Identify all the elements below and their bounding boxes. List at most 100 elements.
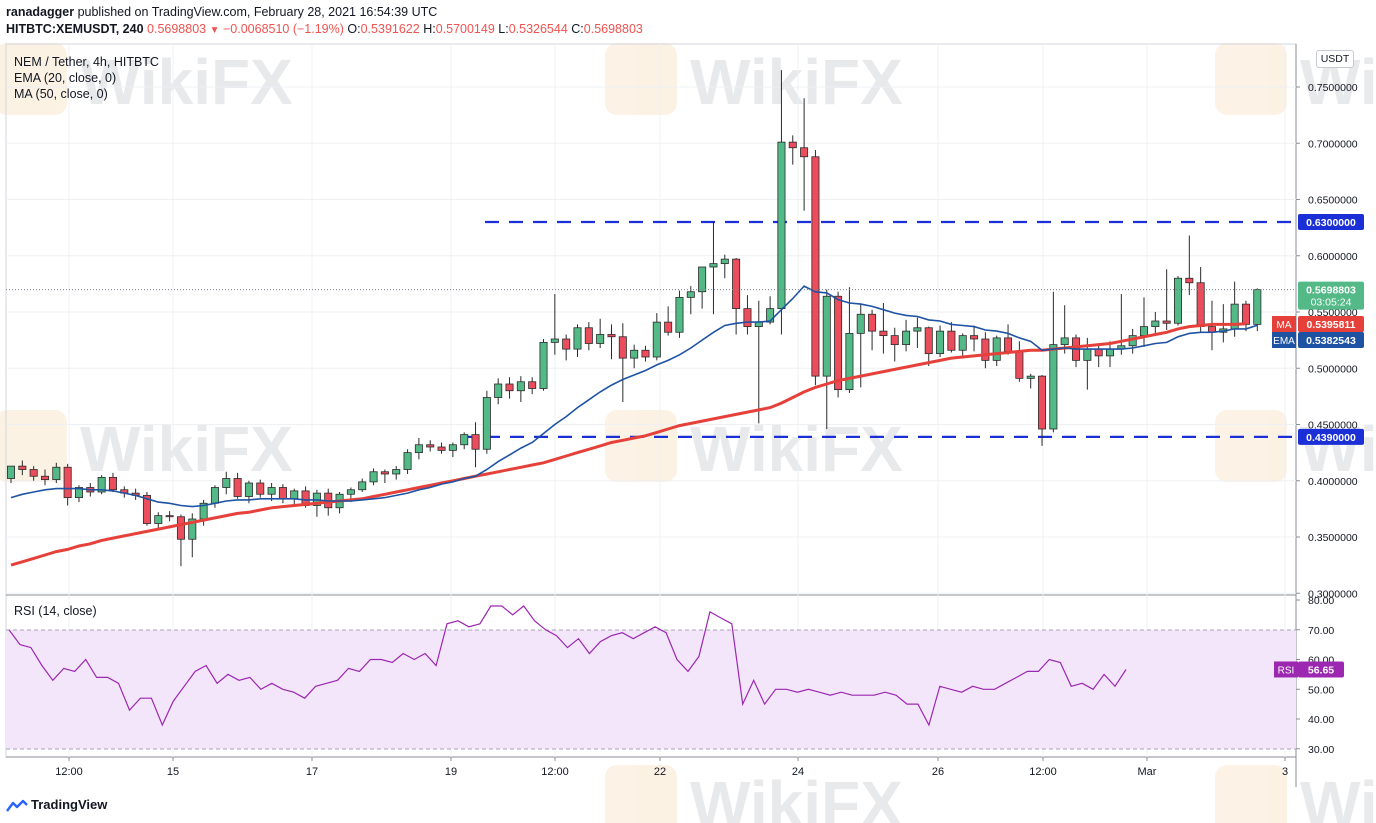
candle-body <box>448 444 457 451</box>
ohlc-line: HITBTC:XEMUSDT, 240 0.5698803 ▼ −0.00685… <box>6 22 643 36</box>
rsi-tick-label: 30.00 <box>1308 744 1334 756</box>
price-tick-label: 0.7500000 <box>1308 82 1358 94</box>
watermark: WikiFX <box>0 410 293 485</box>
candle-body <box>539 341 548 389</box>
ma-legend[interactable]: MA (50, close, 0) <box>14 87 108 101</box>
candle-body <box>1173 277 1182 324</box>
rsi-value-text: 56.65 <box>1308 664 1334 676</box>
candle-body <box>856 313 865 334</box>
ema-label-name-text: EMA <box>1273 336 1295 347</box>
high-label: H: <box>423 22 436 36</box>
candle-body <box>936 330 945 355</box>
tradingview-logo-icon <box>6 799 28 812</box>
candle-body <box>380 471 389 475</box>
rsi-name-box <box>1274 661 1298 678</box>
horizontal-levels <box>462 220 1296 438</box>
tradingview-label: TradingView <box>31 797 108 812</box>
watermark: WikiFX <box>605 410 903 485</box>
tradingview-brand[interactable]: TradingView <box>6 797 107 813</box>
watermark-badge <box>605 410 677 482</box>
candle-body <box>732 258 741 310</box>
candle-body <box>63 466 72 499</box>
candle-body <box>1026 375 1035 379</box>
candle-body <box>426 444 435 448</box>
candle-body <box>596 334 605 344</box>
price-tick-label: 0.4000000 <box>1308 476 1358 488</box>
candle-body <box>222 478 231 488</box>
publisher-text: published on TradingView.com, February 2… <box>74 5 438 19</box>
candle-body <box>437 446 446 451</box>
watermark-badge <box>0 43 67 115</box>
candle-body <box>709 263 718 268</box>
ema-20-line <box>10 285 1258 508</box>
candle-body <box>698 266 707 293</box>
candle-body <box>358 481 367 491</box>
watermark-badge <box>0 410 67 482</box>
time-tick-label: 26 <box>932 766 944 778</box>
candle-body <box>890 335 899 346</box>
candle-body <box>1151 320 1160 328</box>
time-tick-label: Mar <box>1138 766 1157 778</box>
change-value: −0.0068510 (−1.19%) <box>222 22 344 36</box>
ma-50-line <box>10 322 1247 567</box>
candle-body <box>40 475 49 481</box>
candle-body <box>652 321 661 358</box>
watermark-layer: WikiFX WikiFX WikiFX WikiFX WikiFX WikiFX Wiki… <box>0 43 1376 823</box>
watermark-badge <box>1215 410 1287 482</box>
candle-body <box>1253 289 1262 325</box>
candle-body <box>528 381 537 389</box>
candle-body <box>516 381 525 392</box>
watermark-text: WikiFX <box>80 413 293 485</box>
candle-body <box>97 476 106 493</box>
candle-body <box>1185 277 1194 284</box>
ema-legend[interactable]: EMA (20, close, 0) <box>14 71 117 85</box>
candle-body <box>460 434 469 446</box>
candle-body <box>618 336 627 359</box>
candle-body <box>1049 344 1058 430</box>
watermark: WikiFX <box>1215 43 1376 118</box>
candle-body <box>743 308 752 328</box>
price-tick-label: 0.7000000 <box>1308 138 1358 150</box>
rsi-legend[interactable]: RSI (14, close) <box>14 604 97 618</box>
candle-body <box>1140 326 1149 337</box>
ma-label-value-box <box>1298 316 1364 332</box>
candle-body <box>494 383 503 398</box>
watermark-text: WikiFX <box>690 413 903 485</box>
candle-body <box>278 487 287 500</box>
candle-body <box>811 156 820 377</box>
candle-body <box>1038 375 1047 430</box>
low-value: 0.5326544 <box>508 22 568 36</box>
candle-body <box>188 518 197 540</box>
price-tick-label: 0.6500000 <box>1308 195 1358 207</box>
candle-body <box>1241 303 1250 325</box>
watermark-text: WikiFX <box>1300 413 1376 485</box>
candle-body <box>879 330 888 337</box>
time-tick-label: 22 <box>654 766 666 778</box>
candle-body <box>822 295 831 377</box>
chart-title: NEM / Tether, 4h, HITBTC <box>14 55 159 69</box>
candles-layer <box>7 70 1262 567</box>
currency-button[interactable]: USDT <box>1316 50 1354 68</box>
candle-body <box>346 489 355 495</box>
watermark-text: WikiFX <box>1300 768 1376 823</box>
close-label: C: <box>571 22 584 36</box>
candle-body <box>52 466 61 481</box>
candle-body <box>641 349 650 358</box>
candle-body <box>1083 348 1092 361</box>
watermark: WikiFX <box>0 43 293 118</box>
candle-body <box>720 258 729 265</box>
price-tick-label: 0.6000000 <box>1308 251 1358 263</box>
candle-body <box>958 335 967 351</box>
candle-body <box>1015 350 1024 379</box>
time-tick-label: 12:00 <box>55 766 83 778</box>
price-tick-label: 0.5000000 <box>1308 363 1358 375</box>
rsi-tick-label: 70.00 <box>1308 625 1334 637</box>
author-name[interactable]: ranadagger <box>6 5 75 19</box>
candle-body <box>970 335 979 340</box>
time-tick-label: 17 <box>306 766 318 778</box>
time-tick-label: 12:00 <box>541 766 569 778</box>
candle-body <box>550 338 559 343</box>
publisher-line: ranadagger published on TradingView.com,… <box>6 5 437 19</box>
